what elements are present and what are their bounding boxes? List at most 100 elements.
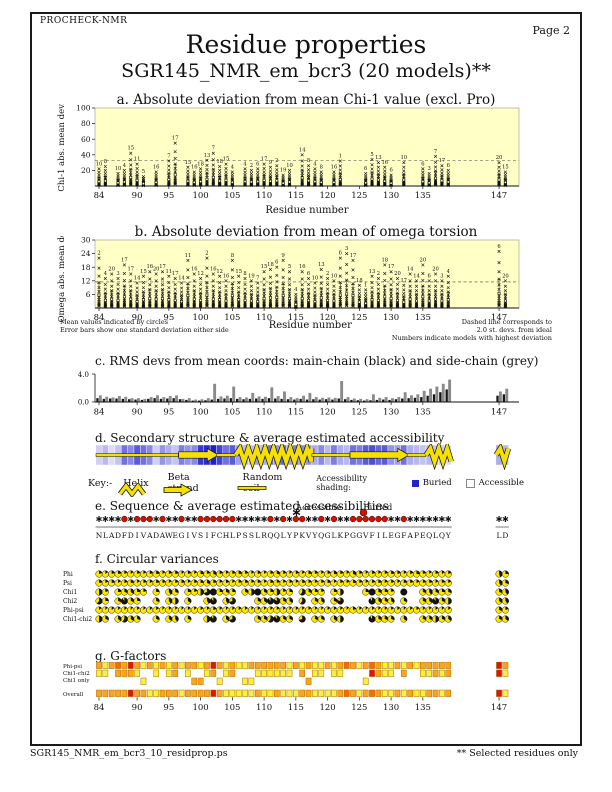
secondary-structure-glyphs [95, 444, 511, 470]
beta-strand-arrow [349, 447, 410, 463]
buried-symbol [178, 515, 185, 523]
sequence-letter: Q [274, 531, 280, 540]
x-tick-label: 84 [94, 191, 105, 201]
accessible-symbol [102, 516, 109, 522]
y-tick-label: 6 [86, 290, 91, 299]
x-tick-label: 110 [256, 313, 272, 322]
model-number-label: 9 [269, 160, 272, 166]
sequence-letter: L [382, 531, 387, 540]
coil-segment [311, 453, 350, 457]
x-tick-label: 84 [94, 313, 105, 322]
buried-symbol [280, 515, 287, 523]
model-number-label: 16 [299, 264, 306, 270]
model-number-label: 15 [185, 160, 192, 166]
panel-c-chart: 4.0 0.0 84 90 95 100 105 110 115 120 125 130 135 147 [78, 371, 519, 418]
accessible-symbol [108, 516, 115, 522]
sequence-letter: Q [318, 531, 324, 540]
sequence-letter: I [205, 531, 208, 540]
model-number-label: 6 [428, 273, 431, 279]
buried-symbol [267, 515, 274, 523]
model-number-label: 4 [243, 161, 247, 167]
model-number-label: 16 [381, 160, 388, 166]
x-tick-label: 95 [163, 408, 174, 418]
y-tick-label: 80 [81, 119, 91, 128]
sequence-letter: W [165, 531, 173, 540]
x-tick-label: 100 [192, 191, 208, 201]
model-number-label: 17 [121, 257, 128, 263]
model-number-label: 18 [381, 257, 388, 263]
x-tick-label: 110 [256, 408, 272, 418]
model-number-label: 8 [243, 271, 246, 277]
accessible-symbol [273, 516, 280, 522]
plot-background [94, 107, 520, 187]
model-number-label: 17 [172, 136, 179, 142]
gfactor-row-label: Overall [63, 692, 84, 698]
y-tick-label: 0.0 [78, 399, 89, 407]
model-number-label: 9 [281, 253, 284, 259]
buried-symbol [197, 515, 204, 523]
model-number-label: 13 [369, 269, 376, 275]
accessible-symbol [115, 516, 121, 522]
note-dashed-1: Dashed line corresponds to [461, 318, 552, 326]
pie-row [95, 597, 509, 605]
model-number-label: 14 [413, 273, 420, 279]
accessible-symbol [172, 516, 179, 522]
sequence-letter: V [191, 531, 198, 540]
model-number-label: 15 [502, 164, 509, 170]
x-tick-label: 135 [415, 703, 431, 713]
model-number-label: 2 [326, 271, 329, 277]
x-tick-label: 110 [256, 191, 272, 201]
model-number-label: 14 [299, 147, 306, 153]
helix-ribbon [424, 444, 454, 469]
accessible-symbol [248, 516, 255, 522]
model-number-label: 17 [350, 253, 357, 259]
accessible-symbol [337, 516, 344, 522]
gfactor-row [140, 677, 369, 685]
model-number-label: 17 [400, 278, 407, 284]
sequence-letter: Y [445, 531, 452, 540]
buried-symbol [229, 515, 236, 523]
gfactor-row [96, 669, 509, 677]
model-number-label: 17 [127, 267, 134, 273]
y-axis-label: Omega abs. mean dev. [57, 236, 67, 322]
buried-symbol [210, 515, 217, 523]
x-axis-label: Residue number [268, 320, 352, 331]
buried-symbol [362, 515, 369, 523]
y-tick-label: 40 [81, 150, 91, 159]
note-dashed-2: 2.0 st. devs. from ideal [476, 326, 552, 334]
sequence-letter: S [242, 531, 247, 540]
model-number-label: 3 [345, 246, 348, 252]
model-number-label: 13 [318, 262, 325, 268]
x-tick-label: 84 [94, 408, 105, 418]
pie-row [95, 579, 509, 587]
model-number-label: 16 [146, 264, 153, 270]
model-number-label: 13 [204, 153, 211, 159]
model-number-label: 6 [307, 271, 310, 277]
x-tick-label: 130 [383, 703, 399, 713]
x-tick-label: 147 [491, 313, 507, 322]
gfactor-row [96, 689, 509, 697]
sequence-letter: H [223, 531, 230, 540]
sequence-letter: A [146, 531, 153, 540]
buried-symbol [222, 515, 230, 523]
x-tick-label: 105 [224, 408, 240, 418]
model-number-label: 20 [153, 267, 160, 273]
model-number-label: 18 [356, 278, 363, 284]
accessible-symbol [343, 516, 350, 522]
note-mean-circles: Mean values indicated by circles [60, 318, 169, 326]
x-tick-label: 100 [192, 408, 208, 418]
key-helix-label: Helix [123, 477, 149, 489]
model-number-label: 20 [420, 257, 427, 263]
model-number-label: 15 [223, 157, 230, 163]
sequence-letter: F [122, 531, 127, 540]
model-number-label: 12 [197, 271, 204, 277]
y-tick-label: 24 [81, 249, 91, 258]
sequence-letter: L [255, 531, 260, 540]
x-tick-label: 90 [132, 313, 143, 322]
x-tick-label: 120 [319, 703, 335, 713]
sequence-letter: V [305, 531, 312, 540]
buried-symbol [292, 515, 300, 523]
model-number-label: 17 [439, 158, 446, 164]
